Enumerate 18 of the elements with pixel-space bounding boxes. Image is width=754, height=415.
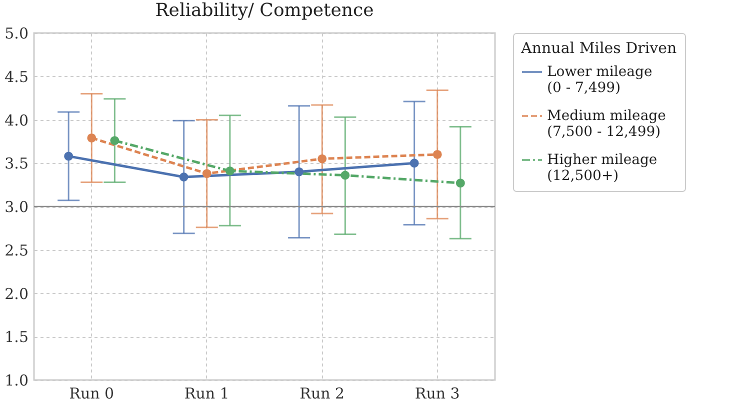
y-tick-label: 1.5 [4,328,28,346]
legend-label: Lower mileage (0 - 7,499) [547,64,652,96]
legend-label: Higher mileage (12,500+) [547,152,658,184]
y-tick-label: 4.0 [4,111,28,130]
y-tick-label: 5.0 [4,24,28,42]
x-tick-label: Run 3 [414,384,460,402]
y-tick-label: 1.0 [4,372,28,390]
x-tick-label: Run 1 [184,384,230,402]
legend-label: Medium mileage (7,500 - 12,499) [547,108,666,140]
x-tick-label: Run 2 [300,384,345,402]
y-tick-label: 3.5 [4,154,28,173]
y-tick-label: 2.5 [4,241,28,260]
y-tick-label: 2.0 [4,284,28,303]
y-tick-label: 3.0 [4,198,28,216]
chart-title: Reliability/ Competence [155,0,374,21]
y-tick-label: 4.5 [4,68,28,86]
x-tick-label: Run 0 [69,384,114,402]
legend-title: Annual Miles Driven [520,39,677,57]
